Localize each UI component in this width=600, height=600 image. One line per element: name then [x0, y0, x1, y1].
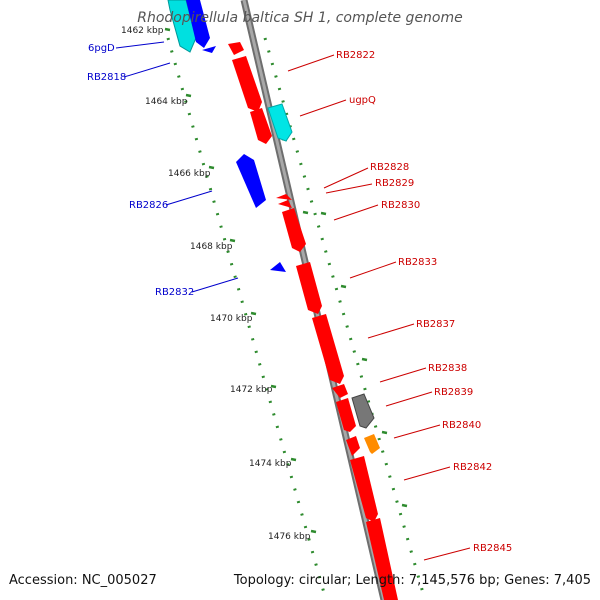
- gene-label[interactable]: ugpQ: [349, 95, 376, 106]
- left-label-leaders: [115, 41, 239, 293]
- tick-mark: [270, 384, 277, 389]
- tick-mark: [310, 529, 317, 534]
- gene-arrow-small-blue[interactable]: [202, 46, 216, 53]
- scale-label: 1470 kbp: [210, 314, 253, 324]
- tick-mark: [320, 211, 327, 216]
- tick-mark: [185, 93, 192, 98]
- tick-mark: [361, 357, 368, 362]
- scale-labels: 1462 kbp 1464 kbp 1466 kbp 1468 kbp 1470…: [121, 26, 311, 542]
- gene-arrow-cyan[interactable]: [267, 103, 293, 142]
- tick-mark: [302, 210, 309, 215]
- gene-arrow-grey[interactable]: [351, 393, 375, 429]
- tick-mark: [381, 430, 388, 435]
- gene-label[interactable]: RB2842: [453, 462, 492, 473]
- summary-label: Topology: circular; Length: 7,145,576 bp…: [233, 573, 591, 588]
- gene-label[interactable]: RB2832: [155, 287, 194, 298]
- tick-mark: [401, 503, 408, 508]
- gene-label[interactable]: RB2845: [473, 543, 512, 554]
- gene-arrow-red[interactable]: [228, 42, 244, 55]
- gene-arrow-red[interactable]: [278, 200, 292, 208]
- gene-arrow-red[interactable]: [276, 194, 292, 200]
- gene-arrow-orange[interactable]: [364, 434, 380, 454]
- gene-label[interactable]: RB2828: [370, 162, 409, 173]
- tick-mark: [164, 27, 171, 32]
- gene-arrow-red[interactable]: [250, 108, 272, 144]
- gene-arrow-red[interactable]: [296, 262, 322, 314]
- gene-arrow-red[interactable]: [366, 518, 398, 600]
- gene-arrow-red[interactable]: [312, 314, 344, 384]
- gene-arrow-blue[interactable]: [186, 0, 210, 48]
- scale-label: 1472 kbp: [230, 385, 273, 395]
- scale-label: 1466 kbp: [168, 169, 211, 179]
- map-title: Rhodopirellula baltica SH 1, complete ge…: [137, 10, 463, 26]
- gene-label[interactable]: RB2826: [129, 200, 168, 211]
- scale-label: 1462 kbp: [121, 26, 164, 36]
- gene-arrow-red[interactable]: [282, 208, 306, 252]
- gene-label[interactable]: 6pgD: [88, 43, 115, 54]
- tick-mark: [340, 284, 347, 289]
- gene-label[interactable]: RB2830: [381, 200, 420, 211]
- gene-arrow-red[interactable]: [332, 384, 348, 398]
- right-label-leaders: [287, 54, 471, 561]
- tick-mark: [229, 238, 236, 243]
- left-gene-labels: 6pgD RB2818 RB2826 RB2832: [87, 43, 194, 298]
- tick-mark: [208, 165, 215, 170]
- gene-label[interactable]: RB2840: [442, 420, 481, 431]
- gene-label[interactable]: RB2837: [416, 319, 455, 330]
- scale-label: 1464 kbp: [145, 97, 188, 107]
- scale-label: 1474 kbp: [249, 459, 292, 469]
- scale-label: 1468 kbp: [190, 242, 233, 252]
- right-gene-labels: RB2822 ugpQ RB2828 RB2829 RB2830 RB2833 …: [336, 50, 512, 554]
- scale-label: 1476 kbp: [268, 532, 311, 542]
- gene-arrow-red[interactable]: [336, 398, 356, 432]
- gene-label[interactable]: RB2822: [336, 50, 375, 61]
- tick-mark: [250, 311, 257, 316]
- gene-label[interactable]: RB2829: [375, 178, 414, 189]
- gene-label[interactable]: RB2833: [398, 257, 437, 268]
- gene-arrow-blue[interactable]: [236, 154, 266, 208]
- gene-arrow-red[interactable]: [350, 456, 378, 522]
- gene-arrow-blue[interactable]: [270, 262, 286, 272]
- gene-arrow-cyan[interactable]: [167, 0, 197, 53]
- gene-arrow-red[interactable]: [232, 56, 262, 112]
- accession-label: Accession: NC_005027: [9, 573, 157, 588]
- gene-label[interactable]: RB2818: [87, 72, 126, 83]
- tick-mark: [290, 457, 297, 462]
- gene-label[interactable]: RB2838: [428, 363, 467, 374]
- gene-label[interactable]: RB2839: [434, 387, 473, 398]
- gene-arrow-red[interactable]: [346, 436, 360, 456]
